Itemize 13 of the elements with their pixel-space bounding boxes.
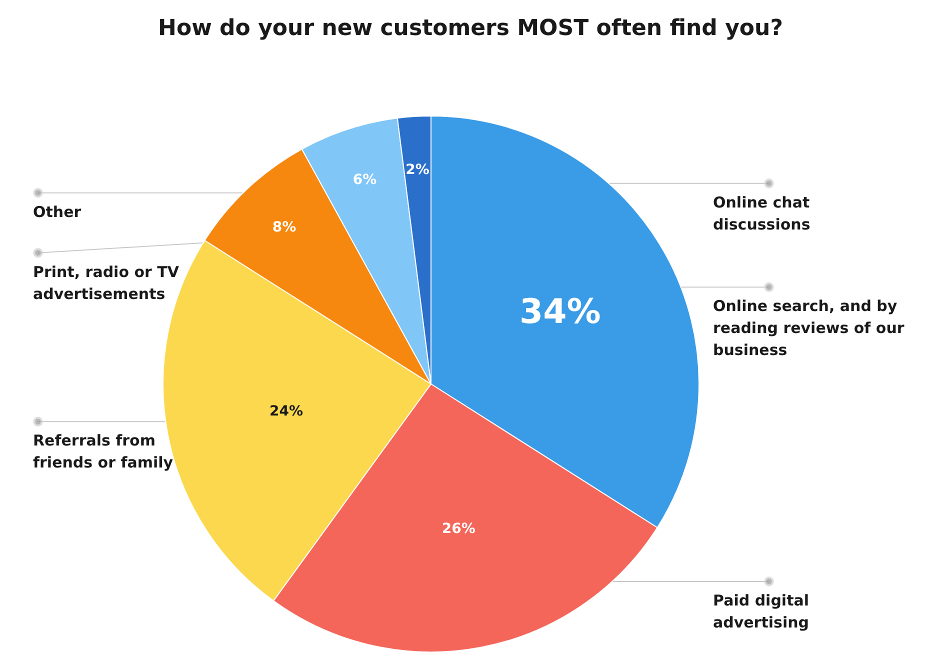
slice-label: Online search, and by reading reviews of our business bbox=[713, 297, 905, 360]
data-label: 6% bbox=[352, 172, 377, 188]
data-label: 26% bbox=[442, 520, 476, 537]
slice-label: Referrals from friends or family bbox=[33, 432, 174, 472]
slice-label: Paid digital advertising bbox=[713, 591, 810, 632]
data-label: 2% bbox=[406, 162, 430, 178]
slice-label: Print, radio or TV advertisements bbox=[33, 262, 180, 303]
data-label: 24% bbox=[269, 404, 303, 420]
data-label: 8% bbox=[272, 220, 296, 236]
data-label: 34% bbox=[519, 292, 601, 332]
chart-title: How do your new customers MOST often find you? bbox=[158, 16, 783, 41]
slice-label: Online chat discussions bbox=[713, 193, 810, 234]
slice-label: Other bbox=[33, 202, 82, 221]
